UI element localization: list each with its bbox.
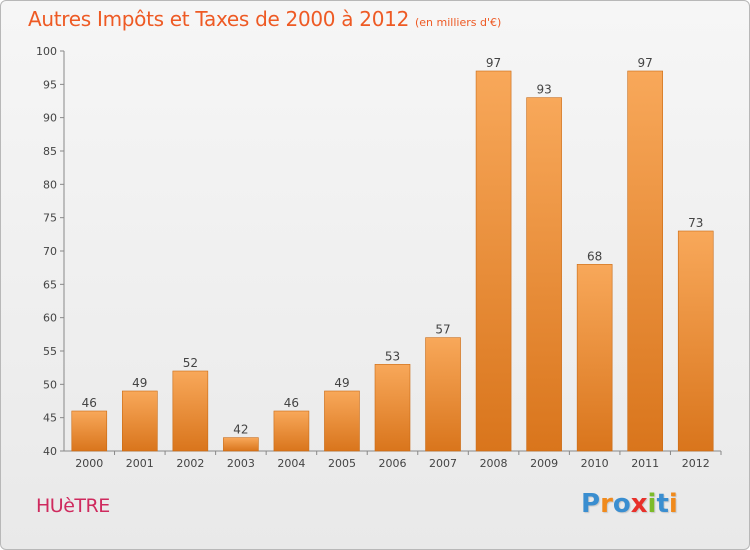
y-tick-label: 55: [43, 345, 57, 358]
logo-letter: i: [647, 489, 657, 519]
x-tick-label: 2002: [176, 457, 204, 470]
y-tick-label: 40: [43, 445, 57, 458]
data-label-2004: 46: [284, 396, 299, 410]
data-label-2010: 68: [587, 249, 602, 263]
y-tick-label: 60: [43, 312, 57, 325]
logo-letter: t: [656, 489, 669, 519]
bar-2009[interactable]: [526, 97, 562, 452]
data-label-2009: 93: [536, 83, 551, 97]
data-label-2012: 73: [688, 216, 703, 230]
y-tick-label: 50: [43, 378, 57, 391]
x-tick-label: 2011: [631, 457, 659, 470]
bar-2012[interactable]: [677, 230, 714, 452]
x-tick-label: 2003: [227, 457, 255, 470]
bar-2002[interactable]: [172, 370, 209, 452]
data-label-2008: 97: [486, 56, 501, 70]
y-tick-label: 70: [43, 245, 57, 258]
x-tick-label: 2000: [75, 457, 103, 470]
chart-axes: 40 45 50 55 60 65 70 75 80 85 90 95 100 2000 2001 2002 2…: [36, 45, 722, 470]
y-tick-label: 90: [43, 112, 57, 125]
commune-name: HUèTRE: [36, 495, 110, 517]
x-tick-label: 2007: [429, 457, 457, 470]
logo-letter: P: [581, 489, 601, 519]
bar-2006[interactable]: [374, 364, 411, 452]
data-label-2001: 49: [132, 376, 147, 390]
bar-2004[interactable]: [273, 410, 310, 452]
y-tick-label: 80: [43, 178, 57, 191]
y-tick-label: 95: [43, 78, 57, 91]
y-tick-label: 75: [43, 212, 57, 225]
y-tick-label: 45: [43, 412, 57, 425]
data-labels: 46 49 52 42 46 49 53 57 97 93 68 97 73: [82, 56, 704, 437]
data-label-2002: 52: [183, 356, 198, 370]
data-label-2006: 53: [385, 349, 400, 363]
x-tick-label: 2004: [277, 457, 305, 470]
data-label-2011: 97: [638, 56, 653, 70]
x-tick-label: 2012: [682, 457, 710, 470]
x-tick-label: 2005: [328, 457, 356, 470]
x-tick-label: 2009: [530, 457, 558, 470]
bar-2007[interactable]: [425, 337, 461, 452]
bar-2005[interactable]: [324, 390, 360, 452]
bar-series: [71, 70, 714, 452]
logo-letter: x: [630, 489, 648, 519]
x-tick-label: 2001: [126, 457, 154, 470]
y-tick-label: 65: [43, 278, 57, 291]
y-tick-label: 100: [36, 45, 57, 58]
data-label-2007: 57: [435, 323, 450, 337]
logo-letter: i: [668, 489, 678, 519]
bar-2010[interactable]: [576, 264, 613, 452]
bar-2008[interactable]: [475, 70, 512, 452]
x-tick-label: 2010: [581, 457, 609, 470]
bar-2011[interactable]: [627, 70, 663, 452]
logo-letter: r: [600, 489, 613, 519]
chart-subtitle: (en milliers d'€): [415, 16, 502, 29]
data-label-2000: 46: [82, 396, 97, 410]
bar-2001[interactable]: [122, 390, 158, 452]
data-label-2005: 49: [334, 376, 349, 390]
chart-title: Autres Impôts et Taxes de 2000 à 2012 (en…: [28, 7, 502, 31]
data-label-2003: 42: [233, 423, 248, 437]
y-tick-label: 85: [43, 145, 57, 158]
proxiti-logo[interactable]: Proxiti: [581, 489, 678, 519]
x-tick-label: 2006: [379, 457, 407, 470]
logo-letter: o: [612, 489, 631, 519]
bar-2000[interactable]: [71, 410, 108, 452]
bar-2003[interactable]: [223, 437, 259, 452]
x-tick-label: 2008: [480, 457, 508, 470]
